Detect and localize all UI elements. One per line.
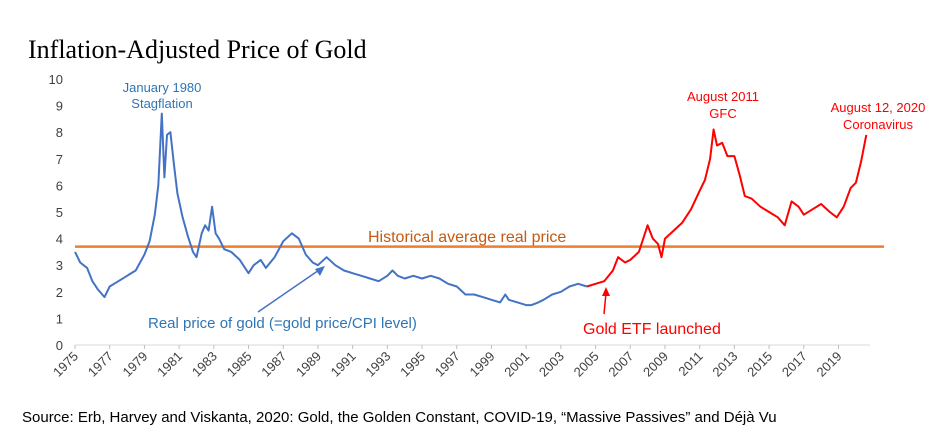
x-tick-label: 2005	[571, 349, 602, 380]
gfc-annotation-line2: GFC	[709, 106, 736, 121]
x-tick-label: 1983	[189, 349, 220, 380]
x-tick-label: 1997	[432, 349, 463, 380]
real-price-label: Real price of gold (=gold price/CPI leve…	[148, 315, 417, 332]
y-tick-label: 2	[56, 285, 63, 300]
etf-launch-arrow-head	[602, 287, 610, 296]
x-tick-label: 1995	[397, 349, 428, 380]
gfc-annotation-line1: August 2011	[687, 89, 759, 104]
historical-average-label: Historical average real price	[368, 229, 566, 246]
x-tick-label: 2011	[675, 349, 705, 379]
x-tick-label: 1989	[293, 349, 324, 380]
y-tick-label: 9	[56, 99, 63, 114]
x-tick-label: 1977	[85, 349, 116, 380]
x-tick-label: 1981	[154, 349, 185, 380]
y-tick-label: 6	[56, 178, 63, 193]
series-line-post-etf	[586, 128, 868, 288]
x-tick-label: 2017	[779, 349, 810, 380]
x-tick-label: 1987	[258, 349, 289, 380]
chart-title: Inflation-Adjusted Price of Gold	[28, 35, 367, 64]
x-tick-label: 1975	[50, 349, 81, 380]
x-tick-label: 1979	[119, 349, 150, 380]
x-axis-ticks: 1975 1977 1979 1981 1983 1985 1987 1989 1991 1993…	[50, 345, 845, 380]
coronavirus-annotation-line1: August 12, 2020	[831, 100, 926, 115]
gold-price-series	[74, 112, 868, 307]
x-tick-label: 2019	[814, 349, 845, 380]
x-tick-label: 1991	[328, 349, 359, 380]
source-citation: Source: Erb, Harvey and Viskanta, 2020: …	[22, 409, 777, 426]
series-line-pre-etf	[74, 112, 588, 307]
y-tick-label: 5	[56, 205, 63, 220]
stagflation-annotation-line1: January 1980	[123, 80, 202, 95]
y-axis-ticks: 0 1 2 3 4 5 6 7 8 9 10	[49, 72, 63, 353]
stagflation-annotation-line2: Stagflation	[131, 96, 192, 111]
etf-launch-label: Gold ETF launched	[583, 321, 721, 338]
x-tick-label: 2001	[501, 349, 532, 380]
y-tick-label: 3	[56, 258, 63, 273]
x-tick-label: 2007	[605, 349, 636, 380]
y-tick-label: 8	[56, 125, 63, 140]
x-tick-label: 1985	[224, 349, 255, 380]
y-tick-label: 4	[56, 232, 63, 247]
y-tick-label: 0	[56, 338, 63, 353]
x-tick-label: 2003	[536, 349, 567, 380]
y-tick-label: 1	[56, 311, 63, 326]
y-tick-label: 7	[56, 152, 63, 167]
coronavirus-annotation-line2: Coronavirus	[843, 117, 914, 132]
y-tick-label: 10	[49, 72, 63, 87]
x-tick-label: 2015	[744, 349, 775, 380]
x-tick-label: 1993	[362, 349, 393, 380]
real-price-arrow-shaft	[257, 267, 323, 313]
etf-launch-arrow-shaft	[603, 292, 607, 315]
real-price-arrow-head	[315, 266, 325, 276]
x-tick-label: 2013	[709, 349, 740, 380]
x-tick-label: 1999	[467, 349, 498, 380]
x-tick-label: 2009	[640, 349, 671, 380]
